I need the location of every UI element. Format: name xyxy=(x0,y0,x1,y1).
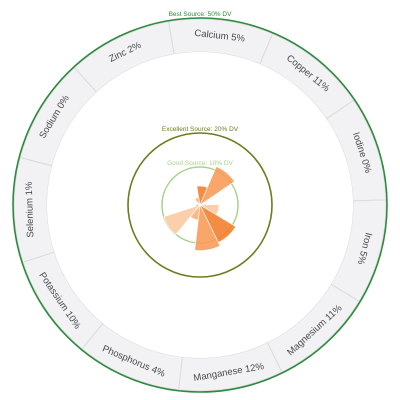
bar-potassium xyxy=(163,204,201,235)
bar-copper xyxy=(199,166,235,206)
ring-label-10-dv: Good Source: 10% DV xyxy=(167,160,233,167)
bar-selenium xyxy=(195,203,202,207)
ring-label-20-dv: Excellent Source: 20% DV xyxy=(162,126,239,133)
bar-manganese xyxy=(194,203,221,251)
bars xyxy=(163,166,237,251)
label-selenium: Selenium 1% xyxy=(24,181,37,238)
ring-50-dv xyxy=(12,17,388,393)
bar-zinc xyxy=(194,197,201,206)
ring-20-dv xyxy=(127,132,273,278)
ring-label-50-dv: Best Source: 50% DV xyxy=(169,11,233,18)
